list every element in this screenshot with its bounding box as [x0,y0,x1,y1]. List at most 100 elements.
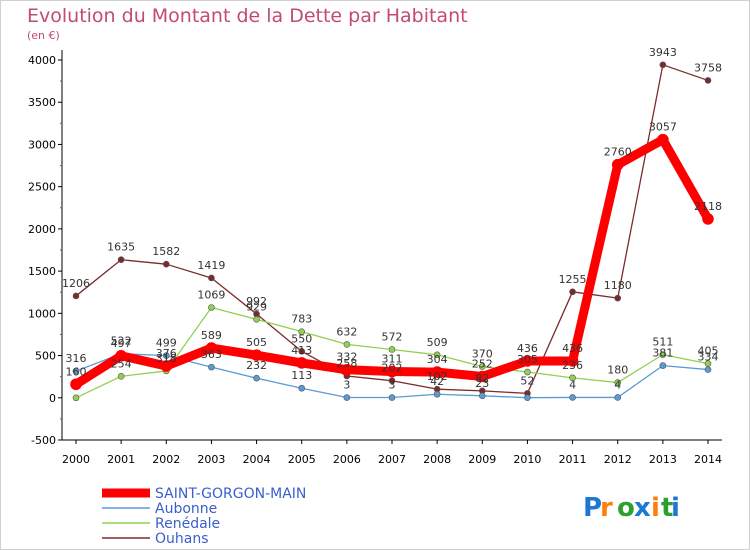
data-point [162,260,170,268]
data-point [524,394,531,401]
data-label: 436 [517,342,538,355]
data-label: 3057 [649,121,677,134]
data-label: 1255 [559,273,587,286]
data-point [343,394,351,401]
data-point [70,378,82,391]
data-point [72,394,80,402]
data-label: 160 [66,365,87,378]
data-point [72,292,80,300]
data-label: 2118 [694,200,722,213]
x-tick-label: 2002 [152,453,180,466]
data-point [614,294,622,302]
data-point [566,355,579,367]
data-label: 632 [336,325,357,338]
data-labels: 1206 1635 1582 1419 992 550 52 1255 1180 3943 3758… [62,46,722,392]
data-label: 232 [246,359,267,372]
logo-letter: r [600,493,613,523]
data-point [569,374,576,382]
data-label: 311 [382,353,403,366]
chart-title: Evolution du Montant de la Dette par Hab… [27,5,468,27]
data-point [208,304,215,311]
data-point [524,368,531,376]
data-label: 3943 [649,46,677,59]
data-label: 332 [336,351,357,364]
x-tick-label: 2000 [62,453,90,466]
data-point [253,374,260,382]
proxiti-logo: Pr o x i ti [583,493,680,523]
data-point [298,348,306,355]
data-point [433,390,441,398]
y-tick-label: 3000 [28,138,56,151]
data-label: 370 [472,348,493,361]
data-point [704,77,712,84]
data-label: 3 [389,379,396,392]
data-point [614,394,622,401]
y-tick-label: 2000 [28,223,56,236]
chart-subtitle: (en €) [27,29,60,42]
y-tick-label: 4000 [28,54,56,67]
y-tick-label: 500 [35,350,56,363]
data-label: 236 [562,359,583,372]
data-label: 992 [246,295,267,308]
data-point [388,394,396,401]
data-label: 305 [517,353,538,366]
data-point [205,342,218,354]
data-point [478,363,486,370]
legend-label: SAINT-GORGON-MAIN [155,486,306,502]
x-tick-label: 2005 [288,453,316,466]
data-point [343,341,351,348]
data-point [659,362,667,369]
data-label: 376 [156,347,177,360]
y-tick-label: -500 [31,434,56,447]
data-point [341,363,353,376]
data-label: 252 [472,357,493,370]
data-label: 202 [382,362,403,375]
data-label: 381 [652,347,673,360]
data-label: 304 [427,353,448,366]
x-tick-label: 2008 [423,453,451,466]
data-label: 497 [111,337,132,350]
logo-letter: o [617,493,635,523]
data-label: 52 [520,374,534,387]
x-tick-label: 2010 [513,453,541,466]
data-point [657,133,669,146]
data-point [611,158,624,171]
data-label: 1180 [604,279,632,292]
data-label: 2760 [604,146,632,159]
data-point [431,366,443,378]
data-point [659,351,667,358]
legend-label: Renédale [155,516,220,532]
x-tick-label: 2006 [333,453,361,466]
data-point [569,394,576,401]
data-point [388,377,396,385]
data-label: 1206 [62,277,90,290]
data-label: 3758 [694,61,722,74]
data-point [659,61,667,69]
x-tick-label: 2012 [604,453,632,466]
data-point [160,360,173,372]
axes: -500 0 500 1000 1500 2000 2500 3000 3500 4000 2000… [28,50,722,466]
data-label: 1635 [107,241,135,254]
x-tick-label: 2003 [197,453,225,466]
data-label: 258 [336,357,357,370]
y-tick-label: 1000 [28,307,56,320]
y-tick-label: 0 [49,392,56,405]
data-point [521,355,534,367]
x-tick-label: 2014 [694,453,722,466]
data-point [162,352,170,359]
data-point [433,351,441,359]
data-label: 180 [607,364,628,377]
data-label: 783 [291,313,312,326]
data-point [569,288,576,296]
data-label: 4 [569,378,576,391]
data-point [115,350,127,362]
data-label: 436 [562,342,583,355]
x-tick-label: 2004 [243,453,271,466]
logo-letter: i [671,493,680,523]
data-label: 499 [156,337,177,350]
legend-label: Aubonne [155,501,217,517]
legend-label: Ouhans [155,531,209,547]
logo-letter: t [661,493,673,523]
